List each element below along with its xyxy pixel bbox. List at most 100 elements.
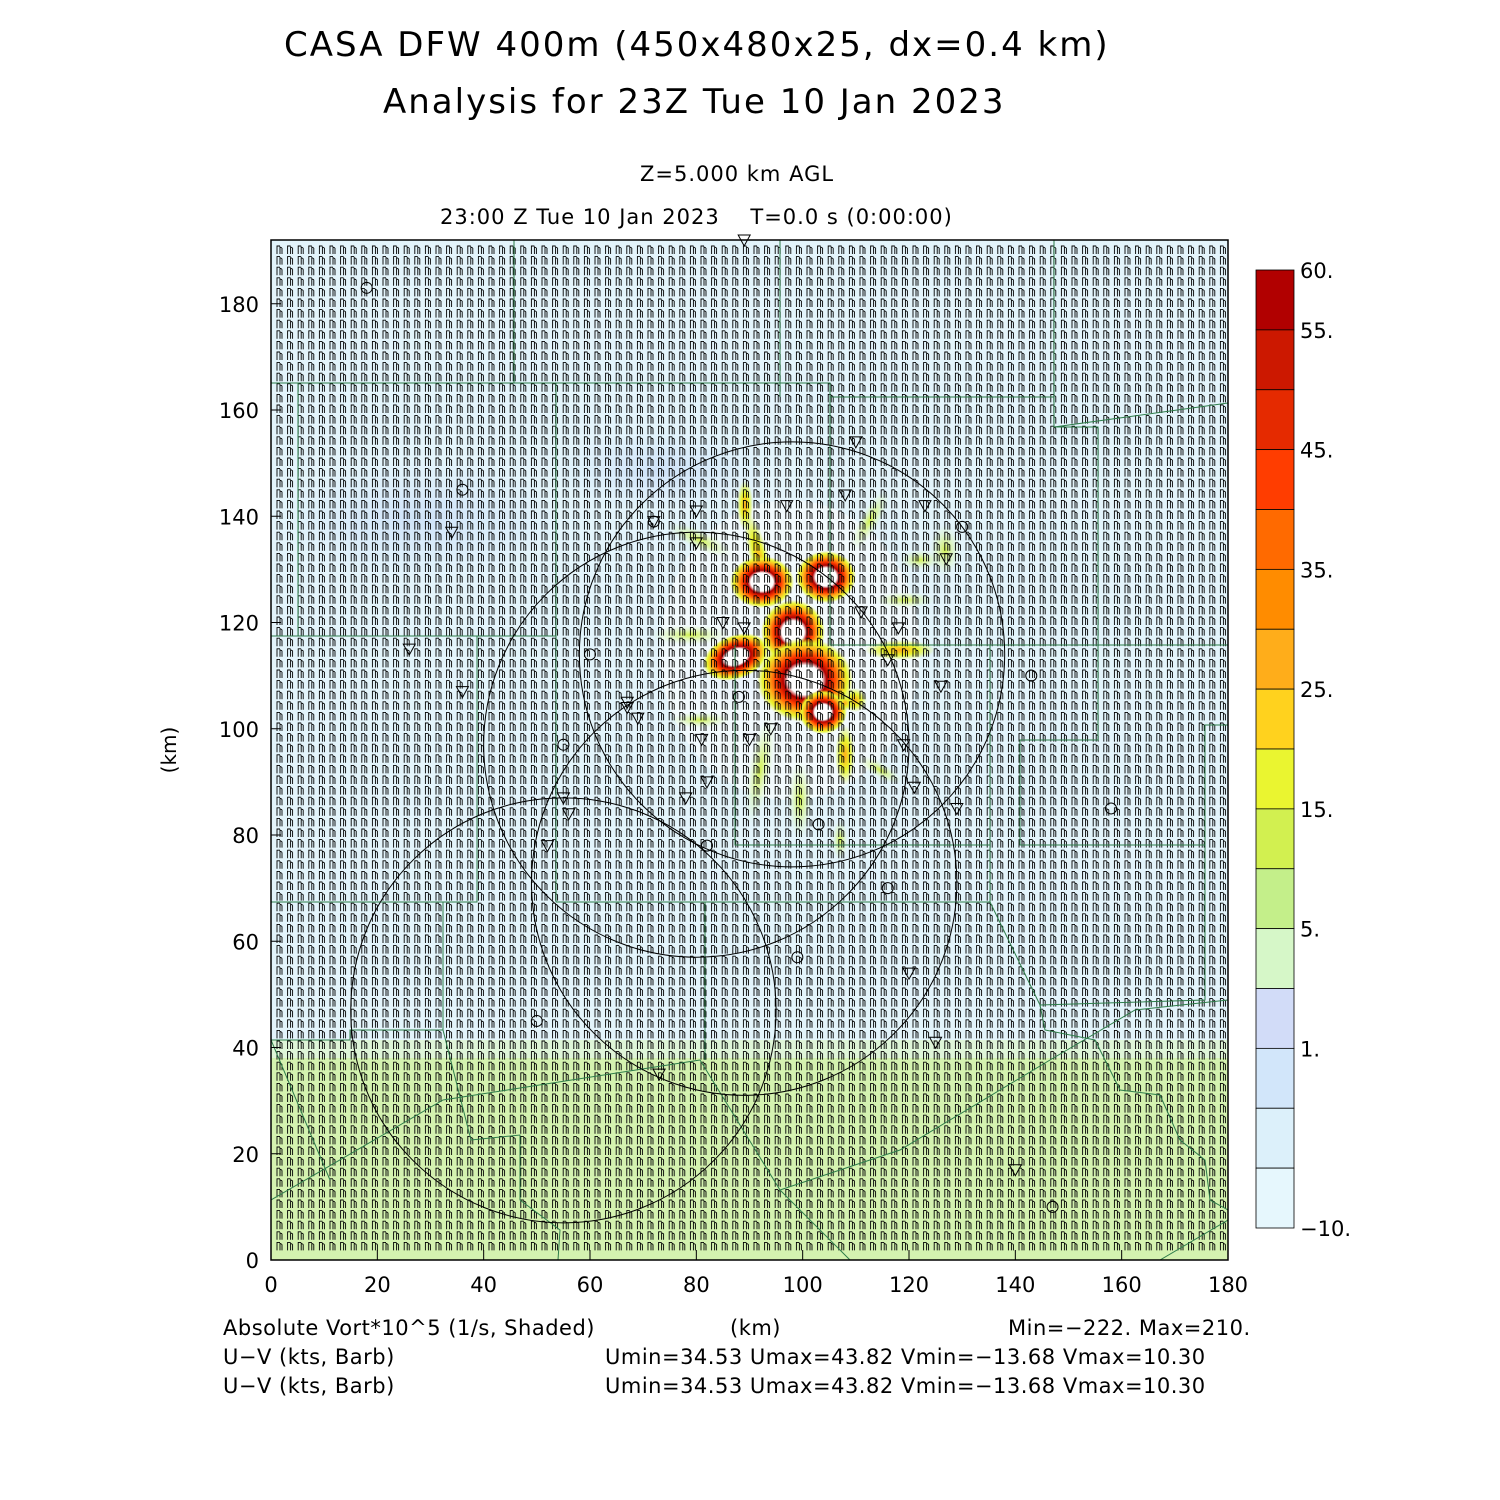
wind-barb	[308, 383, 315, 392]
wind-barb	[308, 945, 315, 954]
wind-barb	[276, 1135, 283, 1145]
title-line-1: CASA DFW 400m (450x480x25, dx=0.4 km)	[284, 25, 1110, 65]
wind-barb	[318, 690, 325, 700]
wind-barb	[276, 1231, 283, 1240]
wind-barb	[297, 1029, 304, 1039]
wind-barb	[287, 966, 294, 975]
wind-barb	[318, 849, 325, 859]
wind-barb	[308, 415, 315, 424]
wind-barb	[276, 489, 283, 498]
wind-barb	[297, 287, 304, 297]
wind-barb	[318, 287, 325, 297]
wind-barb	[308, 987, 315, 996]
wind-barb	[308, 404, 315, 413]
wind-barb	[276, 669, 283, 678]
wind-barb	[276, 256, 283, 265]
wind-barb	[318, 584, 325, 594]
wind-barb	[287, 1199, 294, 1208]
wind-barb	[318, 245, 325, 254]
wind-barb	[318, 277, 325, 286]
wind-barb	[308, 902, 315, 912]
wind-barb	[329, 277, 336, 286]
wind-barb	[297, 319, 304, 329]
wind-barb	[308, 733, 315, 742]
wind-barb	[318, 340, 325, 350]
wind-barb	[308, 690, 315, 700]
wind-barb	[308, 849, 315, 859]
wind-barb	[287, 711, 294, 721]
wind-barb	[308, 340, 315, 350]
wind-barb	[318, 902, 325, 912]
wind-barb	[297, 1220, 304, 1230]
wind-barb	[276, 637, 283, 647]
wind-barb	[287, 489, 294, 498]
wind-barb	[308, 711, 315, 721]
wind-barb	[318, 415, 325, 424]
wind-barb	[287, 892, 294, 901]
wind-barb	[308, 425, 315, 435]
wind-barb	[276, 966, 283, 975]
wind-barb	[308, 510, 315, 519]
wind-barb	[287, 351, 294, 360]
wind-barb	[276, 658, 283, 668]
wind-barb	[297, 1082, 304, 1092]
wind-barb	[318, 1051, 325, 1060]
wind-barb	[297, 870, 304, 880]
wind-barb	[276, 277, 283, 286]
wind-barb	[308, 669, 315, 678]
wind-barb	[276, 701, 283, 710]
wind-barb	[297, 1231, 304, 1240]
wind-barb	[276, 266, 283, 276]
wind-barb	[308, 1114, 315, 1124]
wind-barb	[308, 256, 315, 265]
wind-barb	[287, 701, 294, 710]
wind-barb	[308, 1029, 315, 1039]
wind-barb	[287, 1125, 294, 1134]
wind-barb	[297, 1061, 304, 1071]
wind-barb	[287, 648, 294, 657]
wind-barb	[287, 1167, 294, 1177]
wind-barb	[276, 1019, 283, 1028]
wind-barb	[318, 1231, 325, 1240]
wind-barb	[318, 1040, 325, 1049]
wind-barb	[287, 340, 294, 350]
wind-barb	[308, 1072, 315, 1081]
wind-barb	[276, 605, 283, 615]
wind-barb	[287, 955, 294, 965]
wind-barb	[318, 1008, 325, 1018]
wind-barb	[287, 1231, 294, 1240]
wind-barb	[276, 468, 283, 477]
wind-barb	[297, 1146, 304, 1155]
wind-barb	[276, 733, 283, 742]
wind-barb	[297, 1125, 304, 1134]
wind-barb	[276, 902, 283, 912]
wind-barb	[276, 563, 283, 572]
wind-barb	[297, 754, 304, 763]
wind-barb	[308, 584, 315, 594]
wind-barb	[318, 574, 325, 583]
wind-barb	[287, 616, 294, 625]
wind-barb	[308, 658, 315, 668]
wind-barb	[297, 637, 304, 647]
wind-barb	[297, 796, 304, 806]
wind-barb	[308, 1082, 315, 1092]
wind-barb	[297, 817, 304, 827]
wind-barb	[276, 383, 283, 392]
wind-barb	[276, 1241, 283, 1251]
wind-barb	[276, 457, 283, 466]
wind-barb	[287, 817, 294, 827]
wind-barb	[276, 1199, 283, 1208]
wind-barb	[318, 1178, 325, 1187]
wind-barb	[297, 976, 304, 986]
wind-barb	[308, 923, 315, 933]
wind-barb	[276, 627, 283, 636]
wind-barb	[318, 446, 325, 456]
wind-barb	[308, 648, 315, 657]
wind-barb	[287, 595, 294, 604]
wind-barb	[318, 828, 325, 837]
wind-barb	[318, 870, 325, 880]
wind-barb	[318, 955, 325, 965]
wind-barb	[318, 605, 325, 615]
wind-barb	[287, 393, 294, 403]
